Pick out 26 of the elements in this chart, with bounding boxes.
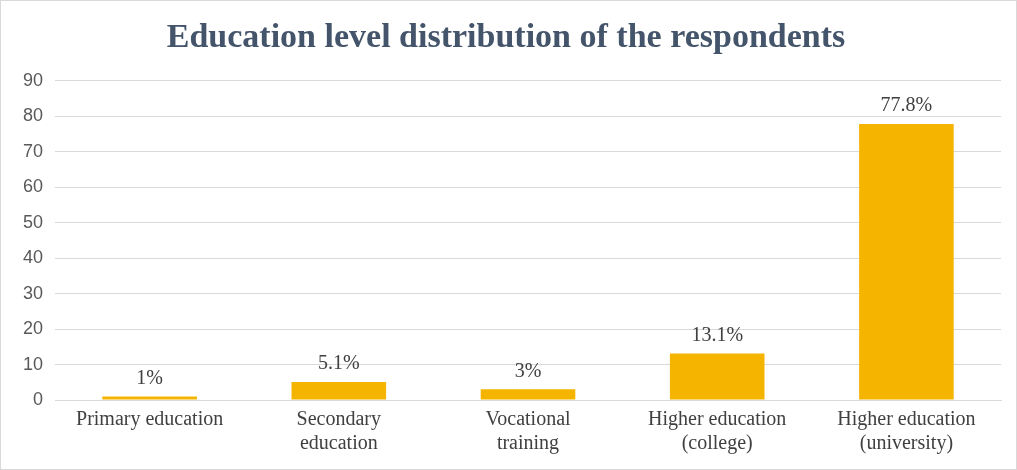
data-label: 1% (136, 365, 163, 388)
y-tick-label: 30 (22, 282, 44, 303)
data-label: 3% (514, 358, 542, 381)
y-tick-label: 50 (22, 211, 44, 232)
x-tick-label: Secondary education (296, 407, 382, 454)
x-tick-label: Vocational training (485, 407, 572, 455)
data-label: 5.1% (317, 351, 360, 374)
y-tick-label: 80 (22, 105, 44, 126)
chart-title: Education level distribution of the respondents (166, 17, 846, 55)
bar (859, 124, 954, 400)
x-tick-label: Higher education (university) (837, 407, 976, 455)
bar (669, 353, 765, 400)
bar (291, 381, 387, 400)
y-tick-label: 60 (22, 176, 44, 197)
bar (102, 396, 197, 400)
y-tick-label: 90 (22, 69, 44, 90)
x-tick-label: Primary education (76, 407, 224, 431)
data-label: 13.1% (691, 322, 744, 345)
data-label: 77.8% (880, 93, 933, 116)
y-tick-label: 0 (33, 388, 44, 409)
bar (480, 389, 576, 400)
y-tick-label: 40 (22, 247, 44, 268)
y-tick-label: 20 (22, 318, 44, 339)
y-tick-label: 70 (22, 140, 44, 161)
y-tick-label: 10 (22, 353, 44, 374)
x-tick-label: Higher education (college) (648, 407, 787, 455)
